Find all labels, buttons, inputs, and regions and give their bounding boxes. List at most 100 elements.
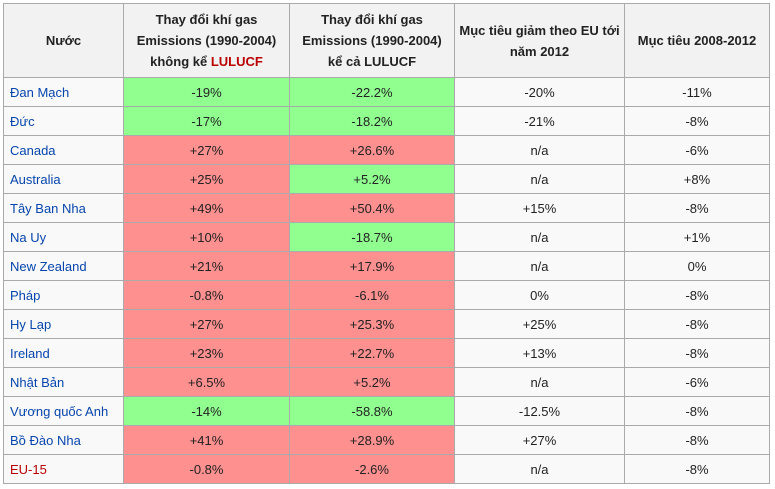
- value-cell: -6.1%: [289, 280, 455, 310]
- country-link[interactable]: Canada: [10, 142, 56, 158]
- table-row: EU-15 -0.8% -2.6% n/a -8%: [3, 454, 770, 484]
- value-cell: n/a: [454, 251, 625, 281]
- header-cell: Nước: [3, 3, 124, 78]
- value-cell: -8%: [624, 280, 770, 310]
- table-row: Canada +27% +26.6% n/a -6%: [3, 135, 770, 165]
- table-row: Ireland +23% +22.7% +13% -8%: [3, 338, 770, 368]
- table-body: Đan Mạch -19% -22.2% -20% -11% Đức -17% -18.2% -…: [3, 77, 770, 484]
- value-cell: -8%: [624, 309, 770, 339]
- header-link[interactable]: LULUCF: [210, 54, 263, 69]
- country-cell: Nhật Bản: [3, 367, 124, 397]
- value-cell: +5.2%: [289, 367, 455, 397]
- country-link[interactable]: Australia: [10, 171, 61, 187]
- value-cell: -8%: [624, 425, 770, 455]
- country-cell: Australia: [3, 164, 124, 194]
- table-row: Australia +25% +5.2% n/a +8%: [3, 164, 770, 194]
- value-cell: -14%: [123, 396, 290, 426]
- header-cell: Thay đổi khí gas Emissions (1990-2004) k…: [123, 3, 290, 78]
- table-row: Pháp -0.8% -6.1% 0% -8%: [3, 280, 770, 310]
- header-cell: Mục tiêu 2008-2012: [624, 3, 770, 78]
- header-cell: Thay đổi khí gas Emissions (1990-2004) k…: [289, 3, 455, 78]
- value-cell: -19%: [123, 77, 290, 107]
- value-cell: +50.4%: [289, 193, 455, 223]
- value-cell: -17%: [123, 106, 290, 136]
- table-row: Nhật Bản +6.5% +5.2% n/a -6%: [3, 367, 770, 397]
- value-cell: +27%: [123, 309, 290, 339]
- country-cell: EU-15: [3, 454, 124, 484]
- value-cell: -8%: [624, 454, 770, 484]
- value-cell: +17.9%: [289, 251, 455, 281]
- value-cell: -18.2%: [289, 106, 455, 136]
- value-cell: -6%: [624, 367, 770, 397]
- country-link[interactable]: New Zealand: [10, 258, 87, 274]
- country-link[interactable]: Na Uy: [10, 229, 47, 245]
- country-cell: Vương quốc Anh: [3, 396, 124, 426]
- country-link[interactable]: Vương quốc Anh: [10, 403, 109, 419]
- country-cell: Bồ Đào Nha: [3, 425, 124, 455]
- value-cell: +27%: [454, 425, 625, 455]
- value-cell: -8%: [624, 193, 770, 223]
- value-cell: -22.2%: [289, 77, 455, 107]
- country-link[interactable]: Đan Mạch: [10, 84, 70, 100]
- country-cell: Hy Lạp: [3, 309, 124, 339]
- country-link[interactable]: Nhật Bản: [10, 374, 65, 390]
- country-cell: Ireland: [3, 338, 124, 368]
- table-row: Vương quốc Anh -14% -58.8% -12.5% -8%: [3, 396, 770, 426]
- table-row: Đan Mạch -19% -22.2% -20% -11%: [3, 77, 770, 107]
- value-cell: -0.8%: [123, 454, 290, 484]
- table-row: Đức -17% -18.2% -21% -8%: [3, 106, 770, 136]
- value-cell: -11%: [624, 77, 770, 107]
- value-cell: +23%: [123, 338, 290, 368]
- value-cell: n/a: [454, 454, 625, 484]
- value-cell: n/a: [454, 135, 625, 165]
- value-cell: +6.5%: [123, 367, 290, 397]
- value-cell: -6%: [624, 135, 770, 165]
- value-cell: +10%: [123, 222, 290, 252]
- value-cell: -58.8%: [289, 396, 455, 426]
- header-text: Thay đổi khí gas Emissions (1990-2004) k…: [136, 12, 277, 69]
- value-cell: +28.9%: [289, 425, 455, 455]
- country-link[interactable]: EU-15: [10, 461, 47, 477]
- value-cell: +25%: [123, 164, 290, 194]
- value-cell: -8%: [624, 106, 770, 136]
- table-row: Na Uy +10% -18.7% n/a +1%: [3, 222, 770, 252]
- table-row: Tây Ban Nha +49% +50.4% +15% -8%: [3, 193, 770, 223]
- value-cell: -12.5%: [454, 396, 625, 426]
- country-link[interactable]: Tây Ban Nha: [10, 200, 86, 216]
- table-row: Bồ Đào Nha +41% +28.9% +27% -8%: [3, 425, 770, 455]
- emissions-table: Nước Thay đổi khí gas Emissions (1990-20…: [3, 3, 770, 484]
- value-cell: n/a: [454, 164, 625, 194]
- value-cell: +15%: [454, 193, 625, 223]
- country-cell: Pháp: [3, 280, 124, 310]
- value-cell: +41%: [123, 425, 290, 455]
- country-cell: Đan Mạch: [3, 77, 124, 107]
- table-row: New Zealand +21% +17.9% n/a 0%: [3, 251, 770, 281]
- country-link[interactable]: Ireland: [10, 345, 50, 361]
- value-cell: -18.7%: [289, 222, 455, 252]
- value-cell: +1%: [624, 222, 770, 252]
- value-cell: n/a: [454, 222, 625, 252]
- header-cell: Mục tiêu giảm theo EU tới năm 2012: [454, 3, 625, 78]
- table-head: Nước Thay đổi khí gas Emissions (1990-20…: [3, 3, 770, 78]
- value-cell: 0%: [454, 280, 625, 310]
- value-cell: 0%: [624, 251, 770, 281]
- value-cell: +26.6%: [289, 135, 455, 165]
- country-link[interactable]: Hy Lạp: [10, 316, 52, 332]
- value-cell: -2.6%: [289, 454, 455, 484]
- value-cell: +27%: [123, 135, 290, 165]
- country-link[interactable]: Đức: [10, 113, 35, 129]
- country-cell: Tây Ban Nha: [3, 193, 124, 223]
- value-cell: -21%: [454, 106, 625, 136]
- country-link[interactable]: Bồ Đào Nha: [10, 432, 81, 448]
- value-cell: +25%: [454, 309, 625, 339]
- country-link[interactable]: Pháp: [10, 287, 41, 303]
- country-cell: Na Uy: [3, 222, 124, 252]
- value-cell: +21%: [123, 251, 290, 281]
- value-cell: -8%: [624, 396, 770, 426]
- value-cell: -0.8%: [123, 280, 290, 310]
- country-cell: New Zealand: [3, 251, 124, 281]
- value-cell: -20%: [454, 77, 625, 107]
- value-cell: n/a: [454, 367, 625, 397]
